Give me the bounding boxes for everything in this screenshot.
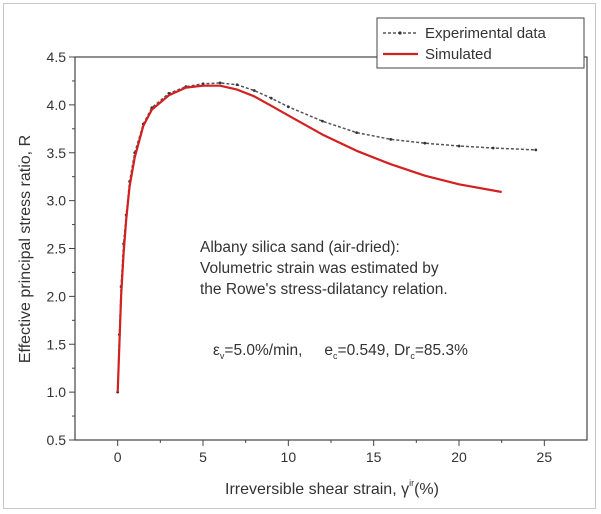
legend-swatch-experimental xyxy=(383,31,418,35)
annotation-line-3: the Rowe's stress-dilatancy relation. xyxy=(200,281,448,298)
experimental-data-point xyxy=(457,144,461,148)
legend-label-experimental: Experimental data xyxy=(425,25,547,42)
relative-density-value: =85.3% xyxy=(415,342,468,359)
legend-label-simulated: Simulated xyxy=(425,46,492,63)
experimental-data-point xyxy=(491,146,495,150)
legend-box xyxy=(376,17,585,69)
x-axis-title-unit: (%) xyxy=(414,481,439,498)
y-tick-label: 4.5 xyxy=(47,49,67,65)
series-layer xyxy=(116,81,538,394)
y-ticks: 0.5 1.0 1.5 2.0 2.5 3.0 3.5 4.0 4.5 xyxy=(47,49,75,448)
y-tick-label: 1.5 xyxy=(47,336,67,352)
x-tick-label: 25 xyxy=(537,449,553,465)
x-axis-title-text: Irreversible shear strain, xyxy=(225,481,401,498)
relative-density-subscript: c xyxy=(410,351,415,361)
x-tick-label: 20 xyxy=(451,449,467,465)
strain-rate-subscript: v xyxy=(220,351,225,361)
experimental-data-point xyxy=(321,119,324,123)
experimental-data-point xyxy=(201,82,205,86)
strain-rate-value: =5.0%/min, xyxy=(224,342,302,359)
experimental-data-point xyxy=(218,81,222,85)
y-tick-label: 3.0 xyxy=(47,193,67,209)
experimental-data-point xyxy=(235,83,239,87)
strain-rate-symbol: ε xyxy=(213,342,220,359)
x-axis-title: Irreversible shear strain, γir(%) xyxy=(225,478,439,498)
y-tick-label: 1.0 xyxy=(47,384,67,400)
experimental-data-point xyxy=(355,131,358,135)
y-tick-label: 2.5 xyxy=(47,241,67,257)
experimental-data-point xyxy=(423,141,427,145)
void-ratio-subscript: c xyxy=(333,351,338,361)
series-simulated-line xyxy=(116,84,502,393)
annotation-line-2: Volumetric strain was estimated by xyxy=(200,260,439,277)
void-ratio-symbol: e xyxy=(324,342,333,359)
x-axis-title-superscript: ir xyxy=(409,478,414,488)
legend-swatch-marker xyxy=(398,31,402,35)
annotation-line-1: Albany silica sand (air-dried): xyxy=(200,239,400,256)
void-ratio-value: =0.549, Dr xyxy=(338,342,411,359)
experimental-data-point xyxy=(534,148,538,152)
y-tick-label: 4.0 xyxy=(47,97,67,113)
experimental-data-point xyxy=(269,96,273,100)
figure-frame xyxy=(3,3,596,509)
experimental-data-point xyxy=(252,89,256,92)
x-tick-label: 10 xyxy=(281,449,297,465)
x-tick-label: 15 xyxy=(366,449,382,465)
y-tick-label: 0.5 xyxy=(47,432,67,448)
x-tick-label: 5 xyxy=(199,449,207,465)
y-axis-title: Effective principal stress ratio, R xyxy=(17,135,34,363)
experimental-data-point xyxy=(389,137,393,141)
x-axis-title-symbol: γ xyxy=(401,481,409,498)
y-tick-label: 2.0 xyxy=(47,288,67,304)
experimental-data-point xyxy=(286,105,290,109)
legend: Experimental data Simulated xyxy=(376,17,585,69)
y-tick-label: 3.5 xyxy=(47,145,67,161)
x-ticks: 0 5 10 15 20 25 xyxy=(114,440,553,465)
x-tick-label: 0 xyxy=(114,449,122,465)
annotation-conditions: εv=5.0%/min, ec=0.549, Drc=85.3% xyxy=(213,342,468,361)
